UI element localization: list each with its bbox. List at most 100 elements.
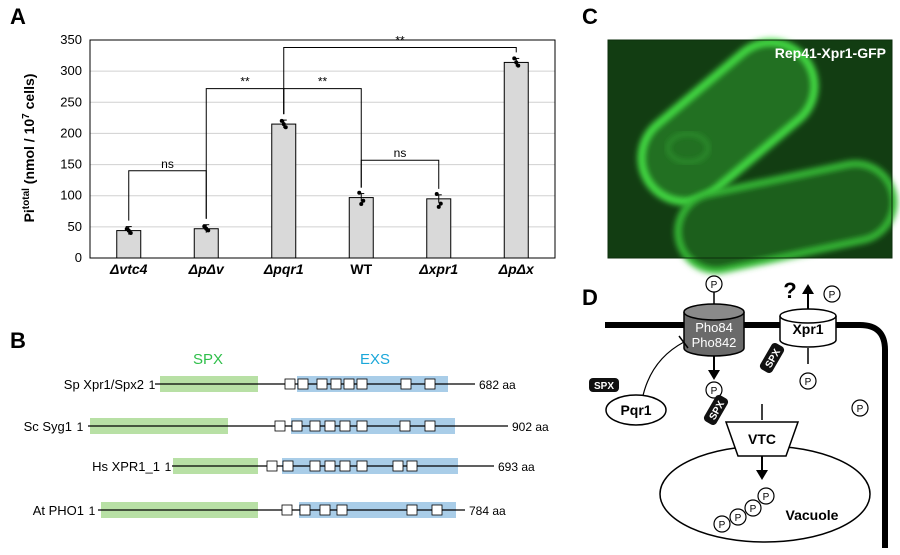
- y-tick-label: 150: [60, 157, 82, 172]
- vtc-arrow: [756, 470, 768, 480]
- phosphate-pho84-outside: P: [705, 275, 723, 293]
- panel-label-b: B: [10, 328, 26, 353]
- start-residue: 1: [149, 378, 156, 392]
- spx-tag-xpr1: SPX: [759, 342, 785, 374]
- inhibition-line: [641, 341, 685, 401]
- significance-bracket: [283, 46, 517, 115]
- replicate-point: [516, 63, 521, 68]
- pqr1-label: Pqr1: [620, 402, 651, 418]
- bar-chart: Pitotal (nmol / 107 cells) 0 50 100 150 200 2…: [21, 32, 556, 277]
- import-arrow: [708, 370, 720, 380]
- protein-row: Hs XPR1_1 1 693 aa: [92, 458, 535, 474]
- bar: [348, 197, 374, 259]
- transmembrane-box: [309, 420, 321, 432]
- question-mark: ?: [783, 278, 796, 303]
- svg-text:P: P: [735, 513, 742, 524]
- transmembrane-box: [281, 504, 293, 516]
- protein-name: Hs XPR1_1: [92, 459, 160, 474]
- transmembrane-box: [324, 420, 336, 432]
- transmembrane-box: [392, 460, 404, 472]
- transmembrane-box: [356, 378, 368, 390]
- replicate-point: [434, 192, 439, 197]
- vtc-label: VTC: [748, 431, 776, 447]
- panel-label-d: D: [582, 285, 598, 310]
- y-axis-label: Pitotal (nmol / 107 cells): [21, 74, 37, 223]
- transmembrane-box: [316, 378, 328, 390]
- plot-frame: [89, 39, 556, 259]
- spx-domain-title: SPX: [193, 351, 223, 368]
- replicate-point: [204, 226, 209, 231]
- svg-text:P: P: [763, 492, 770, 503]
- panel-label-c: C: [582, 4, 598, 29]
- transmembrane-box: [399, 420, 411, 432]
- transmembrane-box: [431, 504, 443, 516]
- micrograph-frame: [607, 39, 893, 259]
- significance-bracket: [360, 159, 440, 189]
- transmembrane-box: [424, 378, 436, 390]
- replicate-point: [357, 190, 362, 195]
- y-tick-label: 0: [75, 250, 82, 265]
- replicate-point: [279, 118, 284, 123]
- export-arrow: [802, 284, 814, 294]
- nucleus-outline: [666, 132, 710, 164]
- svg-text:P: P: [829, 290, 836, 301]
- transmembrane-box: [356, 460, 368, 472]
- svg-text:P: P: [711, 280, 718, 291]
- y-tick-label: 200: [60, 125, 82, 140]
- svg-text:SPX: SPX: [594, 381, 614, 392]
- pho842-label: Pho842: [692, 335, 737, 350]
- replicate-point: [436, 204, 441, 209]
- x-tick-labels: Δvtc4 ΔpΔv Δpqr1 WT Δxpr1 ΔpΔx: [109, 261, 535, 277]
- spx-tag-pqr1: SPX: [589, 378, 619, 392]
- plasma-membrane: [605, 322, 888, 548]
- bar: [271, 123, 297, 259]
- y-tick-label: 100: [60, 188, 82, 203]
- bar: [116, 230, 142, 259]
- xpr1-transporter: Xpr1: [779, 308, 837, 348]
- significance-label: **: [240, 75, 250, 89]
- panel-label-a: A: [10, 4, 26, 29]
- micrograph: Rep41-Xpr1-GFP: [607, 38, 898, 274]
- replicate-point: [512, 56, 517, 61]
- transmembrane-box: [339, 420, 351, 432]
- transmembrane-box: [343, 378, 355, 390]
- transmembrane-box: [284, 378, 296, 390]
- start-residue: 1: [89, 504, 96, 518]
- transmembrane-box: [406, 460, 418, 472]
- transmembrane-box: [406, 504, 418, 516]
- significance-label: **: [318, 75, 328, 89]
- y-tick-label: 50: [68, 219, 82, 234]
- transmembrane-box: [291, 420, 303, 432]
- protein-row: At PHO1 1 784 aa: [33, 502, 506, 518]
- transmembrane-box: [356, 420, 368, 432]
- y-tick-label: 300: [60, 63, 82, 78]
- x-tick-label: Δpqr1: [263, 261, 304, 277]
- transmembrane-box: [324, 460, 336, 472]
- start-residue: 1: [77, 420, 84, 434]
- protein-row: Sp Xpr1/Spx2 1 682 aa: [64, 376, 516, 392]
- x-tick-label: ΔpΔv: [188, 261, 225, 277]
- y-tick-label: 350: [60, 32, 82, 47]
- svg-text:P: P: [750, 504, 757, 515]
- y-tick-label: 250: [60, 94, 82, 109]
- bars: [116, 56, 529, 259]
- svg-text:P: P: [711, 386, 718, 397]
- bar: [503, 61, 529, 259]
- phosphate-xpr1-outside: P: [823, 285, 841, 303]
- y-tick-labels: 0 50 100 150 200 250 300 350: [60, 32, 82, 265]
- x-tick-label: Δxpr1: [418, 261, 458, 277]
- replicate-point: [359, 201, 364, 206]
- polyphosphate-chain: P P P P: [713, 487, 775, 533]
- exs-domain-title: EXS: [360, 351, 390, 368]
- pho84-transporter: Pho84 Pho842: [683, 303, 745, 357]
- domain-architecture: Sp Xpr1/Spx2 1 682 aa Sc Syg1 1 902 aa Hs XPR1…: [24, 376, 549, 518]
- replicate-point: [514, 60, 519, 65]
- transmembrane-box: [309, 460, 321, 472]
- replicate-point: [126, 228, 131, 233]
- pho84-label: Pho84: [695, 320, 733, 335]
- transmembrane-box: [297, 378, 309, 390]
- x-tick-label: Δvtc4: [109, 261, 148, 277]
- transmembrane-box: [299, 504, 311, 516]
- replicate-point: [281, 122, 286, 127]
